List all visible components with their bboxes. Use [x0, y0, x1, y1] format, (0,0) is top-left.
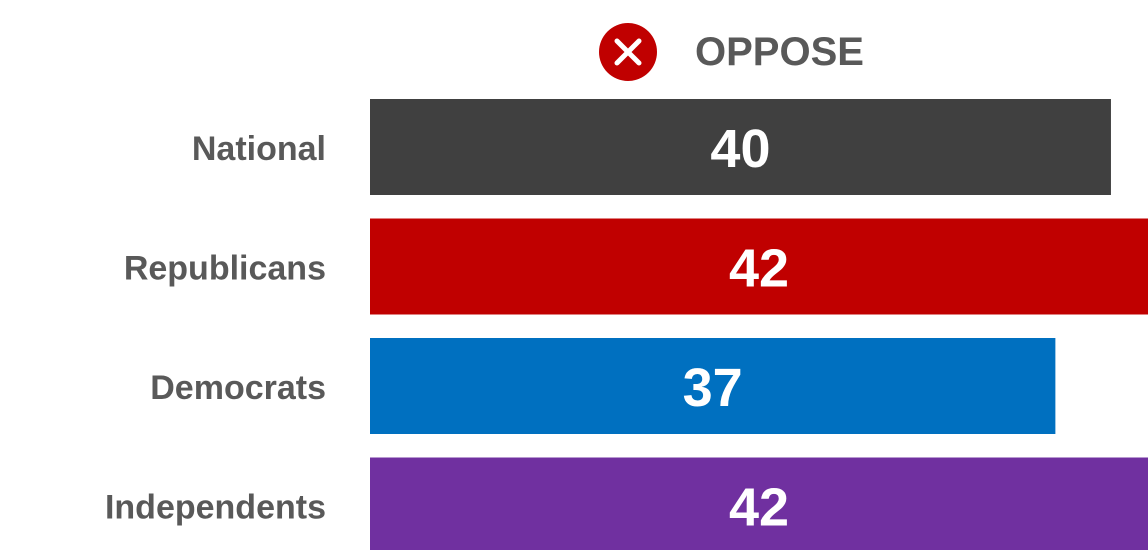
bar: [370, 338, 1056, 434]
value-label: 42: [729, 239, 789, 299]
value-label: 42: [729, 478, 789, 538]
bar: [370, 99, 1111, 195]
value-label: 40: [710, 119, 770, 179]
chart-title: OPPOSE: [695, 30, 864, 74]
category-label: Democrats: [150, 369, 326, 407]
oppose-icon-x: [614, 38, 642, 66]
bar: [370, 457, 1148, 550]
bar: [370, 218, 1148, 315]
category-label: National: [192, 130, 326, 168]
value-label: 37: [683, 358, 743, 418]
category-label: Republicans: [124, 250, 326, 288]
category-label: Independents: [105, 489, 326, 527]
